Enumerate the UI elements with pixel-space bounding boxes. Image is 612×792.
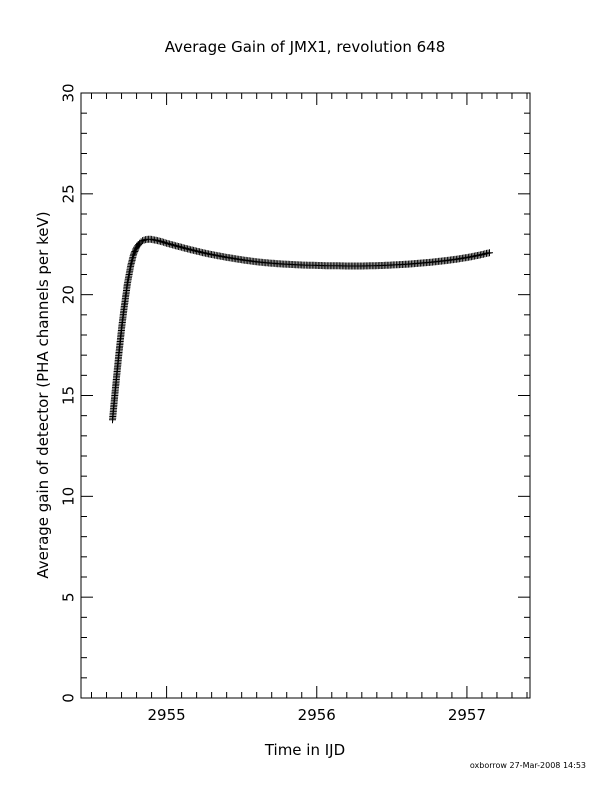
- y-tick-label: 20: [60, 285, 78, 304]
- x-tick-label: 2955: [148, 706, 186, 724]
- chart-title: Average Gain of JMX1, revolution 648: [165, 38, 446, 56]
- y-tick-label: 0: [60, 693, 78, 703]
- x-tick-label: 2957: [448, 706, 486, 724]
- y-tick-label: 25: [60, 184, 78, 203]
- axis-ticks: [81, 92, 530, 699]
- y-axis-label: Average gain of detector (PHA channels p…: [34, 211, 52, 578]
- footer-stamp: oxborrow 27-Mar-2008 14:53: [470, 761, 586, 770]
- y-tick-label: 30: [60, 83, 78, 102]
- y-tick-label: 15: [60, 386, 78, 405]
- plot-frame: [80, 92, 531, 699]
- axis-tick-labels: 0 5 10 15 20 25 30 2955 2956 2957: [60, 83, 487, 724]
- x-tick-label: 2956: [298, 706, 336, 724]
- data-points: [109, 235, 493, 424]
- y-tick-label: 10: [60, 487, 78, 506]
- gain-series-markers: [109, 235, 493, 424]
- y-tick-label: 5: [60, 592, 78, 602]
- x-axis-label: Time in IJD: [264, 741, 345, 759]
